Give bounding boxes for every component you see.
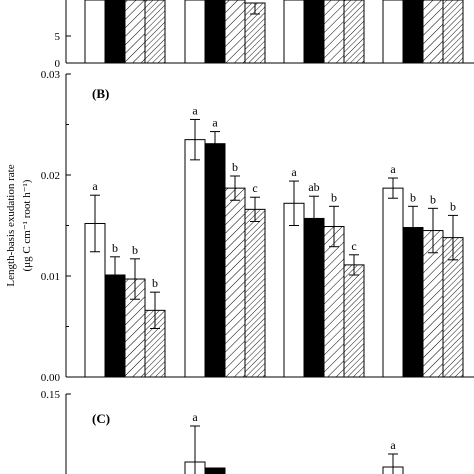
panel-b-significance-label: c	[351, 239, 356, 253]
panel-a-bar	[402, 0, 424, 64]
panel-b-ytick-label: 0.00	[41, 372, 61, 384]
panel-b-bar	[323, 226, 345, 378]
panel-c-significance-label: a	[192, 410, 198, 424]
panel-b-ytick-label: 0.01	[41, 271, 60, 283]
panel-a-bar	[442, 0, 464, 64]
panel-a-bar	[323, 0, 345, 64]
panel-c-ytick-label: 0.15	[41, 389, 61, 401]
panel-b-significance-label: b	[410, 190, 416, 204]
panel-b-ytick-label: 0.03	[41, 69, 61, 81]
panel-a-ytick-label: 0	[55, 58, 61, 70]
panel-b-bar	[402, 227, 424, 378]
panel-a-bar	[184, 0, 206, 64]
panel-a-bar	[283, 0, 305, 64]
panel-c-significance-label: a	[390, 438, 396, 452]
panel-b-bar	[204, 143, 226, 378]
panel-a-bar	[144, 0, 166, 64]
panel-b-significance-label: b	[450, 199, 456, 213]
panel-b-significance-label: b	[331, 190, 337, 204]
panel-a-bar	[124, 0, 146, 64]
panel-a-bar	[303, 0, 325, 64]
panel-b-significance-label: a	[390, 162, 396, 176]
panel-a-ytick-label: 5	[55, 31, 61, 43]
panel-b-significance-label: c	[252, 181, 257, 195]
panel-b-bar	[343, 264, 365, 378]
panel-a-bar	[343, 0, 365, 64]
panel-b-significance-label: b	[132, 243, 138, 257]
panel-b-ytick-label: 0.02	[41, 170, 60, 182]
panel-b-bar	[184, 139, 206, 378]
panel-b-significance-label: a	[92, 179, 98, 193]
panel-c-bar	[204, 467, 226, 474]
panel-b-significance-label: b	[152, 276, 158, 290]
panel-b-bar	[244, 208, 266, 378]
panel-b-bar	[283, 202, 305, 378]
panel-c-label: (C)	[92, 411, 110, 426]
panel-b-ylabel-line2: (μg C cm⁻¹ root h⁻¹)	[21, 179, 33, 271]
panel-b-bar	[224, 187, 246, 378]
panel-b-significance-label: b	[112, 241, 118, 255]
panel-b-significance-label: ab	[308, 180, 319, 194]
panel-a-bar	[84, 0, 106, 64]
panel-b-bar	[303, 217, 325, 378]
panel-b-significance-label: a	[291, 165, 297, 179]
panel-b-significance-label: b	[430, 192, 436, 206]
panel-a-bar	[422, 0, 444, 64]
panel-b-significance-label: a	[192, 103, 198, 117]
panel-b-significance-label: a	[212, 116, 218, 130]
panel-b-ylabel-line1: Length-basis exudation rate	[5, 164, 17, 286]
panel-a-bar	[382, 0, 404, 64]
panel-b-bar	[382, 187, 404, 378]
panel-b-significance-label: b	[232, 160, 238, 174]
panel-a-bar	[224, 0, 246, 64]
panel-a-bar	[104, 0, 126, 64]
panel-b-label: (B)	[92, 86, 109, 101]
panel-a-bar	[204, 0, 226, 64]
